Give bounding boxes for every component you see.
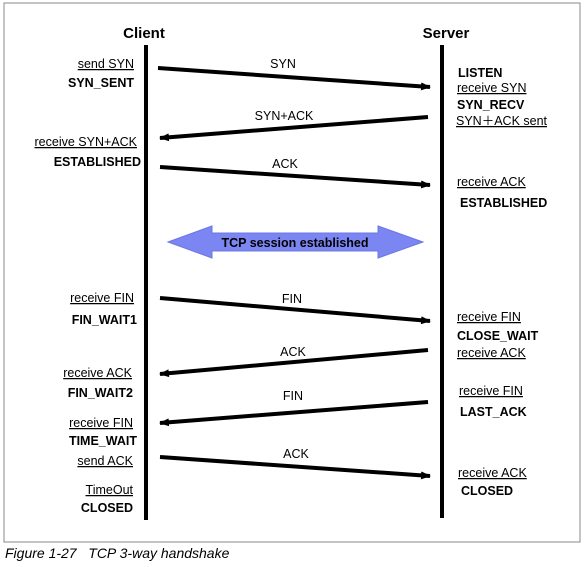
client-state-time-wait: TIME_WAIT [69,434,137,448]
client-label-timeout: TimeOut [86,483,134,497]
client-label-receive-fin-2: receive FIN [69,416,133,430]
message-label: SYN+ACK [255,109,314,123]
server-state-last-ack: LAST_ACK [460,405,527,419]
client-state-fin-wait1: FIN_WAIT1 [72,313,137,327]
message-label: ACK [283,447,309,461]
client-label-receive-syn-ack: receive SYN+ACK [35,135,138,149]
client-labels: send SYN SYN_SENT receive SYN+ACK ESTABL… [35,57,141,515]
message-syn: SYN [157,57,431,91]
figure-caption: Figure 1-27 TCP 3-way handshake [5,545,230,561]
server-label-receive-ack-2: receive ACK [457,346,526,360]
server-label-receive-fin-2: receive FIN [459,384,523,398]
message-syn-ack: SYN+ACK [159,109,429,142]
server-label-receive-syn: receive SYN [457,81,526,95]
server-state-listen: LISTEN [458,66,502,80]
server-label-receive-fin: receive FIN [457,310,521,324]
client-state-syn-sent: SYN_SENT [68,76,134,90]
server-state-closed: CLOSED [461,484,513,498]
server-state-syn-recv: SYN_RECV [457,98,525,112]
client-title: Client [123,25,165,42]
client-label-receive-fin: receive FIN [70,291,134,305]
server-title: Server [423,25,470,42]
client-label-receive-ack: receive ACK [63,366,132,380]
message-fin-2: FIN [159,389,429,427]
client-state-established: ESTABLISHED [54,155,141,169]
server-label-syn-ack-sent: SYN＋ACK sent [456,114,548,128]
server-state-close-wait: CLOSE_WAIT [457,329,539,343]
client-state-fin-wait2: FIN_WAIT2 [68,386,133,400]
message-ack-2: ACK [159,345,429,378]
server-label-receive-ack: receive ACK [457,175,526,189]
client-label-send-ack: send ACK [77,454,133,468]
message-ack-3: ACK [159,447,431,480]
message-ack: ACK [159,157,431,189]
server-labels: LISTEN receive SYN SYN_RECV SYN＋ACK sent… [456,66,548,498]
session-established-label: TCP session established [221,236,368,250]
diagram-frame [3,2,581,543]
client-label-send-syn: send SYN [78,57,134,71]
session-established-banner [166,225,425,259]
message-label: ACK [280,345,306,359]
client-state-closed: CLOSED [81,501,133,515]
message-label: FIN [283,389,303,403]
message-fin: FIN [159,292,431,325]
message-label: SYN [270,57,296,71]
server-state-established: ESTABLISHED [460,196,547,210]
message-label: FIN [282,292,302,306]
message-label: ACK [272,157,298,171]
server-label-receive-ack-3: receive ACK [458,466,527,480]
